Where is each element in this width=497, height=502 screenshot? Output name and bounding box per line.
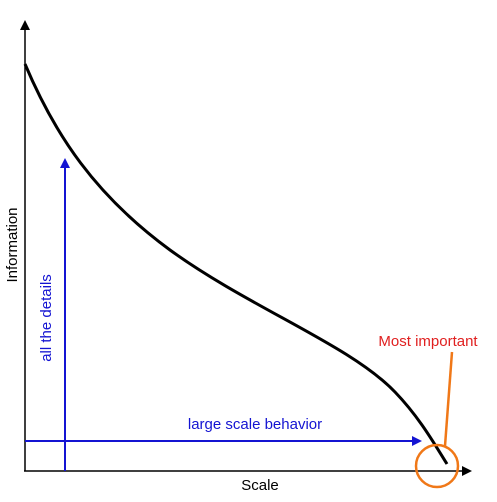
highlight-circle <box>414 443 460 489</box>
highlight-label: Most important <box>378 333 478 350</box>
x-axis-label: Scale <box>241 477 279 494</box>
details-label: all the details <box>38 274 55 362</box>
large-scale-label: large scale behavior <box>188 416 322 433</box>
information-curve <box>23 63 449 465</box>
highlight-pointer <box>443 351 454 447</box>
y-axis-label: Information <box>4 207 21 282</box>
